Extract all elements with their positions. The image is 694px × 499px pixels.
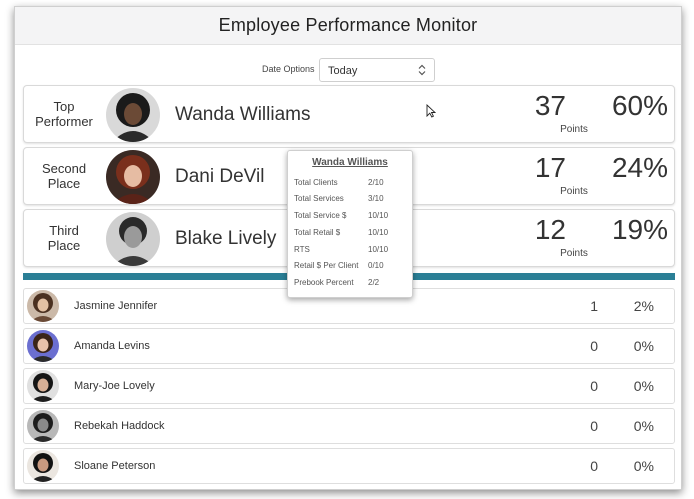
date-options-row: Date Options Today (15, 58, 681, 82)
tooltip-row: Retail $ Per Client 0/10 (294, 261, 406, 273)
tooltip-label: Total Clients (294, 178, 338, 187)
tooltip-value: 2/10 (368, 178, 384, 187)
employee-percent: 2% (633, 298, 654, 314)
tooltip-row: Total Clients 2/10 (294, 178, 406, 190)
avatar (27, 330, 59, 362)
header: Employee Performance Monitor (15, 7, 681, 45)
avatar (27, 370, 59, 402)
employee-percent: 0% (633, 338, 654, 354)
points-label: Points (560, 248, 588, 259)
points-label: Points (560, 124, 588, 135)
avatar (106, 88, 160, 142)
tooltip-title[interactable]: Wanda Williams (312, 157, 388, 168)
employee-name: Jasmine Jennifer (74, 300, 158, 312)
app-window: Employee Performance Monitor Date Option… (14, 6, 682, 490)
page-title: Employee Performance Monitor (218, 15, 478, 35)
tooltip-label: Prebook Percent (294, 278, 354, 287)
date-options-select[interactable]: Today (319, 58, 435, 82)
performer-points: 37 (534, 90, 566, 121)
performer-points: 12 (534, 214, 566, 245)
employee-points: 1 (590, 298, 598, 314)
tooltip-label: Total Services (294, 194, 344, 203)
top-performer-card[interactable]: Top Performer Wanda Williams 37 Points 6… (23, 85, 675, 143)
avatar (106, 212, 160, 266)
avatar (27, 410, 59, 442)
mouse-pointer-icon (426, 104, 436, 118)
tooltip-row: Prebook Percent 2/2 (294, 278, 406, 290)
chevron-up-down-icon (418, 64, 426, 76)
performer-details-tooltip: Wanda Williams Total Clients 2/10 Total … (287, 150, 413, 298)
rank-label-line1: Top (53, 99, 75, 114)
employee-points: 0 (590, 458, 598, 474)
employee-name: Amanda Levins (74, 340, 150, 352)
date-options-value: Today (328, 65, 358, 77)
avatar (106, 150, 160, 204)
rank-label-line2: Place (47, 238, 81, 253)
rank-label: Third Place (24, 210, 104, 266)
date-options-label: Date Options (262, 64, 315, 74)
performer-name: Dani DeVil (175, 166, 265, 187)
rank-label-line2: Place (47, 176, 81, 191)
performer-percent: 19% (611, 214, 668, 245)
employee-row[interactable]: Amanda Levins 0 0% (23, 328, 675, 364)
employee-name: Rebekah Haddock (74, 420, 165, 432)
tooltip-value: 2/2 (368, 278, 380, 287)
tooltip-value: 3/10 (368, 194, 384, 203)
rank-label: Top Performer (24, 86, 104, 142)
employee-row[interactable]: Rebekah Haddock 0 0% (23, 408, 675, 444)
tooltip-row: Total Service $ 10/10 (294, 211, 406, 223)
employee-name: Sloane Peterson (74, 460, 156, 472)
performer-name: Blake Lively (175, 228, 277, 249)
rank-label-line1: Second (41, 161, 87, 176)
performer-percent: 24% (611, 152, 668, 183)
employee-points: 0 (590, 338, 598, 354)
tooltip-row: Total Retail $ 10/10 (294, 228, 406, 240)
employee-points: 0 (590, 418, 598, 434)
employee-percent: 0% (633, 418, 654, 434)
tooltip-label: Total Retail $ (294, 228, 341, 237)
employee-name: Mary-Joe Lovely (74, 380, 155, 392)
points-label: Points (560, 186, 588, 197)
tooltip-row: Total Services 3/10 (294, 194, 406, 206)
avatar (27, 450, 59, 482)
tooltip-label: RTS (294, 245, 310, 254)
tooltip-value: 10/10 (368, 245, 389, 254)
rank-label-line1: Third (49, 223, 79, 238)
employee-row[interactable]: Mary-Joe Lovely 0 0% (23, 368, 675, 404)
tooltip-label: Total Service $ (294, 211, 347, 220)
tooltip-value: 0/10 (368, 261, 384, 270)
employee-percent: 0% (633, 378, 654, 394)
employee-row[interactable]: Sloane Peterson 0 0% (23, 448, 675, 484)
avatar (27, 290, 59, 322)
employee-points: 0 (590, 378, 598, 394)
performer-name: Wanda Williams (175, 104, 311, 125)
tooltip-row: RTS 10/10 (294, 245, 406, 257)
rank-label: Second Place (24, 148, 104, 204)
tooltip-label: Retail $ Per Client (294, 261, 359, 270)
rank-label-line2: Performer (35, 114, 93, 129)
tooltip-value: 10/10 (368, 211, 389, 220)
performer-points: 17 (534, 152, 566, 183)
performer-percent: 60% (611, 90, 668, 121)
employee-percent: 0% (633, 458, 654, 474)
tooltip-value: 10/10 (368, 228, 389, 237)
